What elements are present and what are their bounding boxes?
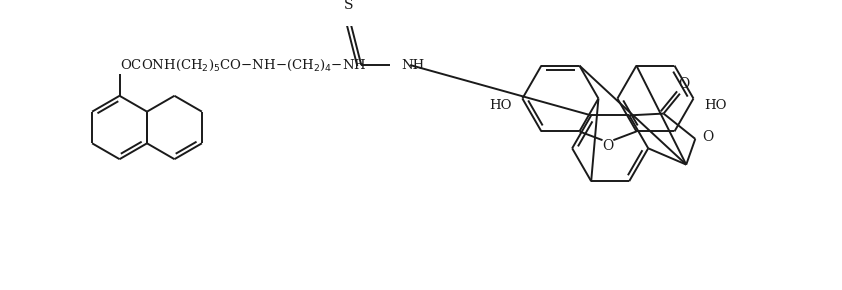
Text: OCONH(CH$_2$)$_5$CO$-$NH$-$(CH$_2$)$_4$$-$NH: OCONH(CH$_2$)$_5$CO$-$NH$-$(CH$_2$)$_4$$… bbox=[120, 57, 366, 72]
Text: NH: NH bbox=[401, 59, 424, 72]
Text: O: O bbox=[678, 77, 689, 91]
Text: HO: HO bbox=[489, 99, 512, 112]
Text: O: O bbox=[702, 130, 714, 144]
Text: HO: HO bbox=[704, 99, 727, 112]
Text: O: O bbox=[602, 139, 614, 153]
Text: S: S bbox=[344, 0, 354, 12]
